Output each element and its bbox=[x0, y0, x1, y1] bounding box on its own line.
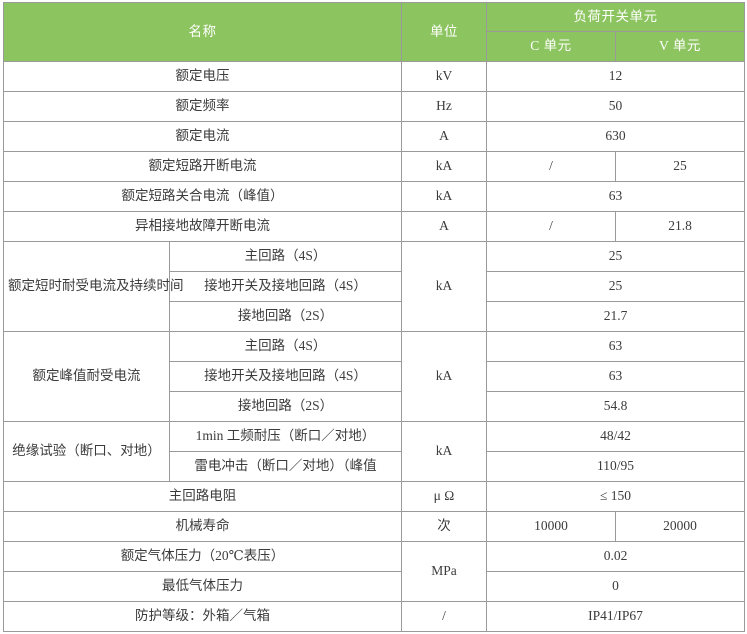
row-value-merged: 25 bbox=[486, 241, 745, 272]
group-sub-label: 接地回路（2S） bbox=[169, 391, 402, 422]
row-value-c: / bbox=[486, 151, 616, 182]
row-name: 额定电压 bbox=[3, 61, 402, 92]
table-row: 接地开关及接地回路（4S） 63 bbox=[4, 361, 745, 392]
row-unit: A bbox=[401, 211, 487, 242]
group-label-insulation-test: 绝缘试验（断口、对地） bbox=[3, 421, 170, 482]
group-sub-label: 接地开关及接地回路（4S） bbox=[169, 271, 402, 302]
row-unit: kV bbox=[401, 61, 487, 92]
row-value-merged: 63 bbox=[486, 331, 745, 362]
row-name: 异相接地故障开断电流 bbox=[3, 211, 402, 242]
row-value-merged: IP41/IP67 bbox=[486, 601, 745, 632]
table-row: 最低气体压力 0 bbox=[3, 571, 745, 602]
table-row: 绝缘试验（断口、对地） 1min 工频耐压（断口／对地） kA 48/42 bbox=[3, 421, 745, 482]
group-unit: kA bbox=[401, 421, 487, 482]
table-row: 雷电冲击（断口／对地）（峰值 110/95 bbox=[4, 451, 745, 482]
table-row: 机械寿命 次 10000 20000 bbox=[3, 511, 745, 542]
row-value-v: 20000 bbox=[615, 511, 745, 542]
row-value-c: 10000 bbox=[486, 511, 616, 542]
table-row: 额定气体压力（20℃表压） MPa 0.02 bbox=[3, 541, 745, 602]
header-sub-v-unit: V 单元 bbox=[615, 31, 745, 62]
row-name: 额定短路关合电流（峰值） bbox=[3, 181, 402, 212]
table-row: 接地回路（2S） 54.8 bbox=[4, 391, 745, 422]
table-header: 名称 单位 负荷开关单元 C 单元 V 单元 bbox=[3, 2, 745, 62]
row-name: 最低气体压力 bbox=[3, 571, 402, 602]
row-value-v: 21.8 bbox=[615, 211, 745, 242]
group-unit: kA bbox=[401, 241, 487, 332]
row-value-c: / bbox=[486, 211, 616, 242]
table-row: 额定频率 Hz 50 bbox=[3, 91, 745, 122]
row-unit: / bbox=[401, 601, 487, 632]
table-row: 异相接地故障开断电流 A / 21.8 bbox=[3, 211, 745, 242]
table-row: 额定短时耐受电流及持续时间 主回路（4S） kA 25 bbox=[3, 241, 745, 332]
row-value-merged: 12 bbox=[486, 61, 745, 92]
row-name: 机械寿命 bbox=[3, 511, 402, 542]
header-unit: 单位 bbox=[401, 2, 487, 62]
row-value-v: 25 bbox=[615, 151, 745, 182]
row-value-merged: 54.8 bbox=[486, 391, 745, 422]
table-row: 额定电压 kV 12 bbox=[3, 61, 745, 92]
group-label-rated-short-time-withstand-current: 额定短时耐受电流及持续时间 bbox=[3, 241, 184, 332]
row-unit: A bbox=[401, 121, 487, 152]
row-value-merged: 25 bbox=[486, 271, 745, 302]
row-unit: kA bbox=[401, 181, 487, 212]
group-sub-label: 接地回路（2S） bbox=[169, 301, 402, 332]
header-sub-c-unit: C 单元 bbox=[486, 31, 616, 62]
table-body: 额定电压 kV 12 额定频率 Hz 50 额定电流 A 630 额定短路开断电… bbox=[3, 61, 745, 632]
group-unit: kA bbox=[401, 331, 487, 422]
table-row: 接地开关及接地回路（4S） 25 bbox=[4, 271, 745, 302]
row-value-merged: 63 bbox=[486, 361, 745, 392]
row-name: 额定气体压力（20℃表压） bbox=[3, 541, 402, 572]
row-name: 额定短路开断电流 bbox=[3, 151, 402, 182]
row-value-merged: 50 bbox=[486, 91, 745, 122]
row-value-merged: 21.7 bbox=[486, 301, 745, 332]
group-sub-label: 主回路（4S） bbox=[169, 331, 402, 362]
table-row: 主回路电阻 μ Ω ≤ 150 bbox=[3, 481, 745, 512]
row-name: 防护等级：外箱／气箱 bbox=[3, 601, 402, 632]
row-value-merged: 0.02 bbox=[486, 541, 745, 572]
row-name: 额定电流 bbox=[3, 121, 402, 152]
table-row: 额定峰值耐受电流 主回路（4S） kA 63 bbox=[3, 331, 745, 422]
header-group-load-switch-unit: 负荷开关单元 bbox=[486, 2, 745, 32]
table-row: 额定短路关合电流（峰值） kA 63 bbox=[3, 181, 745, 212]
group-sub-label: 雷电冲击（断口／对地）（峰值 bbox=[169, 451, 402, 482]
group-label-rated-peak-withstand-current: 额定峰值耐受电流 bbox=[3, 331, 170, 422]
row-name: 额定频率 bbox=[3, 91, 402, 122]
row-unit: μ Ω bbox=[401, 481, 487, 512]
row-value-merged: 48/42 bbox=[486, 421, 745, 452]
row-name: 主回路电阻 bbox=[3, 481, 402, 512]
group-sub-label: 接地开关及接地回路（4S） bbox=[169, 361, 402, 392]
row-unit: 次 bbox=[401, 511, 487, 542]
row-value-merged: 0 bbox=[486, 571, 745, 602]
table-row: 额定电流 A 630 bbox=[3, 121, 745, 152]
row-value-merged: 110/95 bbox=[486, 451, 745, 482]
group-unit-mpa: MPa bbox=[401, 541, 487, 602]
table-row: 防护等级：外箱／气箱 / IP41/IP67 bbox=[3, 601, 745, 632]
header-name: 名称 bbox=[3, 2, 402, 62]
load-switch-unit-spec-table: 名称 单位 负荷开关单元 C 单元 V 单元 额定电压 kV 12 额定频率 H… bbox=[3, 2, 745, 632]
row-unit: kA bbox=[401, 151, 487, 182]
row-value-merged: ≤ 150 bbox=[486, 481, 745, 512]
row-value-merged: 63 bbox=[486, 181, 745, 212]
row-value-merged: 630 bbox=[486, 121, 745, 152]
table-row: 额定短路开断电流 kA / 25 bbox=[3, 151, 745, 182]
group-sub-label: 1min 工频耐压（断口／对地） bbox=[169, 421, 402, 452]
row-unit: Hz bbox=[401, 91, 487, 122]
group-sub-label: 主回路（4S） bbox=[169, 241, 402, 272]
